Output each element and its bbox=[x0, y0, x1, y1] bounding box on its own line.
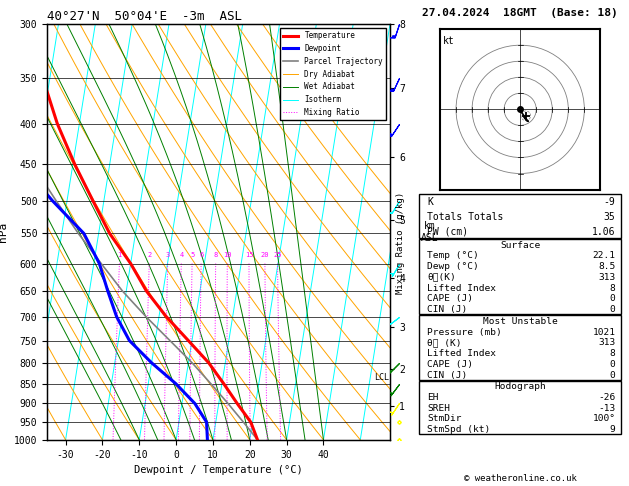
Text: 15: 15 bbox=[245, 252, 253, 258]
Text: Lifted Index: Lifted Index bbox=[427, 283, 496, 293]
Text: © weatheronline.co.uk: © weatheronline.co.uk bbox=[464, 474, 577, 483]
Text: 313: 313 bbox=[598, 338, 615, 347]
Text: Totals Totals: Totals Totals bbox=[427, 212, 503, 222]
X-axis label: Dewpoint / Temperature (°C): Dewpoint / Temperature (°C) bbox=[134, 465, 303, 475]
Text: -26: -26 bbox=[598, 393, 615, 402]
Text: 8.5: 8.5 bbox=[598, 262, 615, 271]
Text: StmDir: StmDir bbox=[427, 415, 462, 423]
Text: 8: 8 bbox=[610, 283, 615, 293]
Text: 8: 8 bbox=[214, 252, 218, 258]
Y-axis label: hPa: hPa bbox=[0, 222, 8, 242]
Text: 2: 2 bbox=[147, 252, 152, 258]
Text: EH: EH bbox=[427, 393, 438, 402]
Y-axis label: km
ASL: km ASL bbox=[421, 221, 438, 243]
Text: 3: 3 bbox=[165, 252, 170, 258]
Text: 100°: 100° bbox=[593, 415, 615, 423]
Text: -9: -9 bbox=[604, 197, 615, 208]
Text: 1021: 1021 bbox=[593, 328, 615, 337]
Text: 25: 25 bbox=[273, 252, 282, 258]
Text: 27.04.2024  18GMT  (Base: 18): 27.04.2024 18GMT (Base: 18) bbox=[422, 8, 618, 18]
Text: Temp (°C): Temp (°C) bbox=[427, 251, 479, 260]
Text: Surface: Surface bbox=[500, 241, 540, 249]
Text: Mixing Ratio (g/kg): Mixing Ratio (g/kg) bbox=[396, 192, 405, 294]
Text: 0: 0 bbox=[610, 305, 615, 314]
Text: SREH: SREH bbox=[427, 404, 450, 413]
Text: LCL: LCL bbox=[375, 373, 389, 382]
Text: 5: 5 bbox=[190, 252, 194, 258]
Text: 8: 8 bbox=[610, 349, 615, 358]
Text: 0: 0 bbox=[610, 371, 615, 380]
Text: CIN (J): CIN (J) bbox=[427, 371, 467, 380]
Text: 313: 313 bbox=[598, 273, 615, 282]
Text: 22.1: 22.1 bbox=[593, 251, 615, 260]
Text: 1: 1 bbox=[118, 252, 122, 258]
Text: CAPE (J): CAPE (J) bbox=[427, 360, 473, 369]
Text: Dewp (°C): Dewp (°C) bbox=[427, 262, 479, 271]
Text: 20: 20 bbox=[260, 252, 269, 258]
Text: θᴇ (K): θᴇ (K) bbox=[427, 338, 462, 347]
Text: 9: 9 bbox=[610, 425, 615, 434]
Text: 1.06: 1.06 bbox=[592, 226, 615, 237]
Text: kt: kt bbox=[443, 35, 455, 46]
Text: StmSpd (kt): StmSpd (kt) bbox=[427, 425, 490, 434]
Text: CIN (J): CIN (J) bbox=[427, 305, 467, 314]
Text: 40°27'N  50°04'E  -3m  ASL: 40°27'N 50°04'E -3m ASL bbox=[47, 10, 242, 23]
Text: 4: 4 bbox=[179, 252, 184, 258]
Text: θᴇ(K): θᴇ(K) bbox=[427, 273, 456, 282]
Text: Pressure (mb): Pressure (mb) bbox=[427, 328, 502, 337]
Text: 6: 6 bbox=[199, 252, 203, 258]
Text: 0: 0 bbox=[610, 360, 615, 369]
Text: -13: -13 bbox=[598, 404, 615, 413]
Text: 35: 35 bbox=[604, 212, 615, 222]
Text: Hodograph: Hodograph bbox=[494, 382, 546, 391]
Text: Lifted Index: Lifted Index bbox=[427, 349, 496, 358]
Text: CAPE (J): CAPE (J) bbox=[427, 295, 473, 303]
Text: K: K bbox=[427, 197, 433, 208]
Text: 10: 10 bbox=[223, 252, 231, 258]
Text: PW (cm): PW (cm) bbox=[427, 226, 468, 237]
Text: 0: 0 bbox=[610, 295, 615, 303]
Text: Most Unstable: Most Unstable bbox=[483, 317, 557, 326]
Legend: Temperature, Dewpoint, Parcel Trajectory, Dry Adiabat, Wet Adiabat, Isotherm, Mi: Temperature, Dewpoint, Parcel Trajectory… bbox=[280, 28, 386, 120]
